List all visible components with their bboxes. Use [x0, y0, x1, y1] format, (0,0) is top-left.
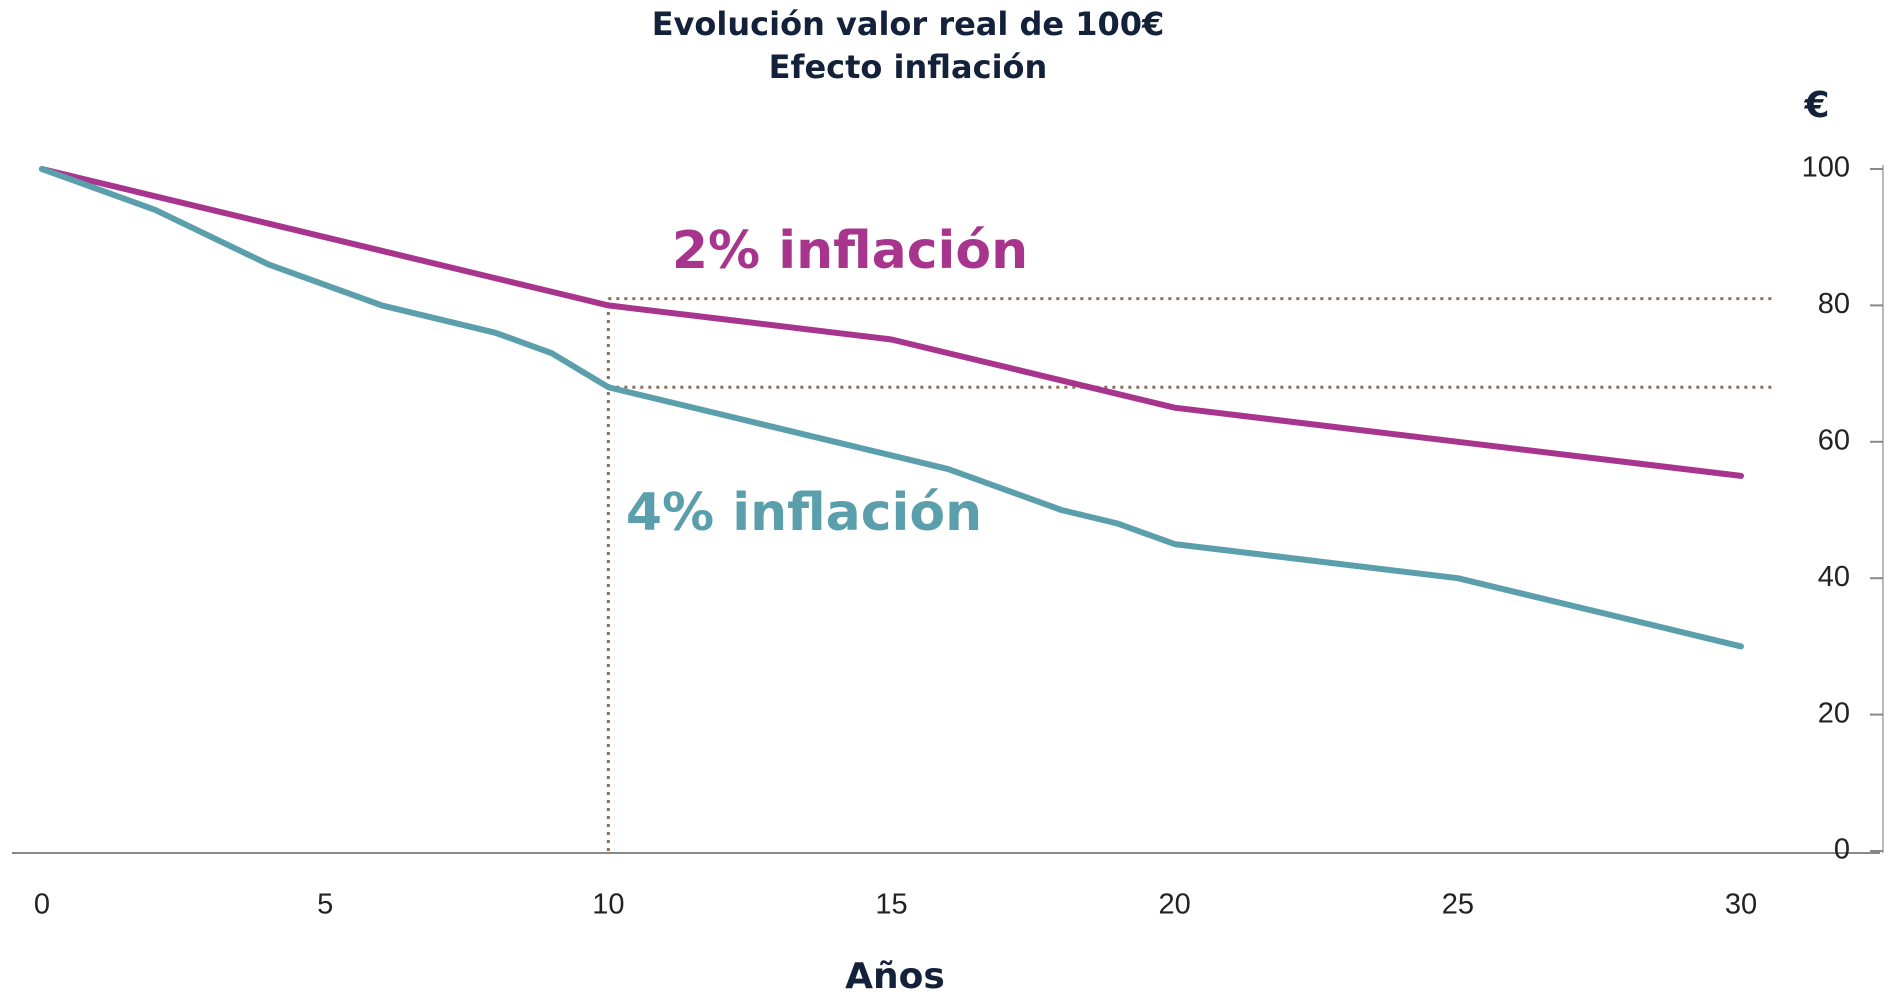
y-tick-label: 20 — [1818, 697, 1850, 729]
series-line — [39, 166, 1744, 650]
chart-subtitle: Efecto inflación — [769, 48, 1048, 86]
y-tick-label: 80 — [1818, 288, 1850, 320]
x-tick-label: 10 — [592, 889, 624, 921]
x-axis-label: Años — [845, 956, 945, 997]
x-tick-label: 30 — [1725, 889, 1757, 921]
y-tick-label: 60 — [1818, 424, 1850, 456]
x-tick-label: 15 — [875, 889, 907, 921]
chart-title: Evolución valor real de 100€ — [652, 5, 1165, 43]
x-tick-label: 25 — [1442, 889, 1474, 921]
series-line — [39, 166, 1744, 479]
y-tick-label: 40 — [1818, 561, 1850, 593]
x-tick-label: 20 — [1159, 889, 1191, 921]
x-tick-label: 5 — [317, 889, 333, 921]
y-tick-label: 100 — [1802, 152, 1850, 184]
y-axis-label: € — [1803, 85, 1829, 126]
y-tick-label: 0 — [1834, 834, 1850, 866]
x-tick-label: 0 — [34, 889, 50, 921]
series-label: 2% inflación — [672, 221, 1028, 281]
series-label: 4% inflación — [626, 483, 982, 543]
